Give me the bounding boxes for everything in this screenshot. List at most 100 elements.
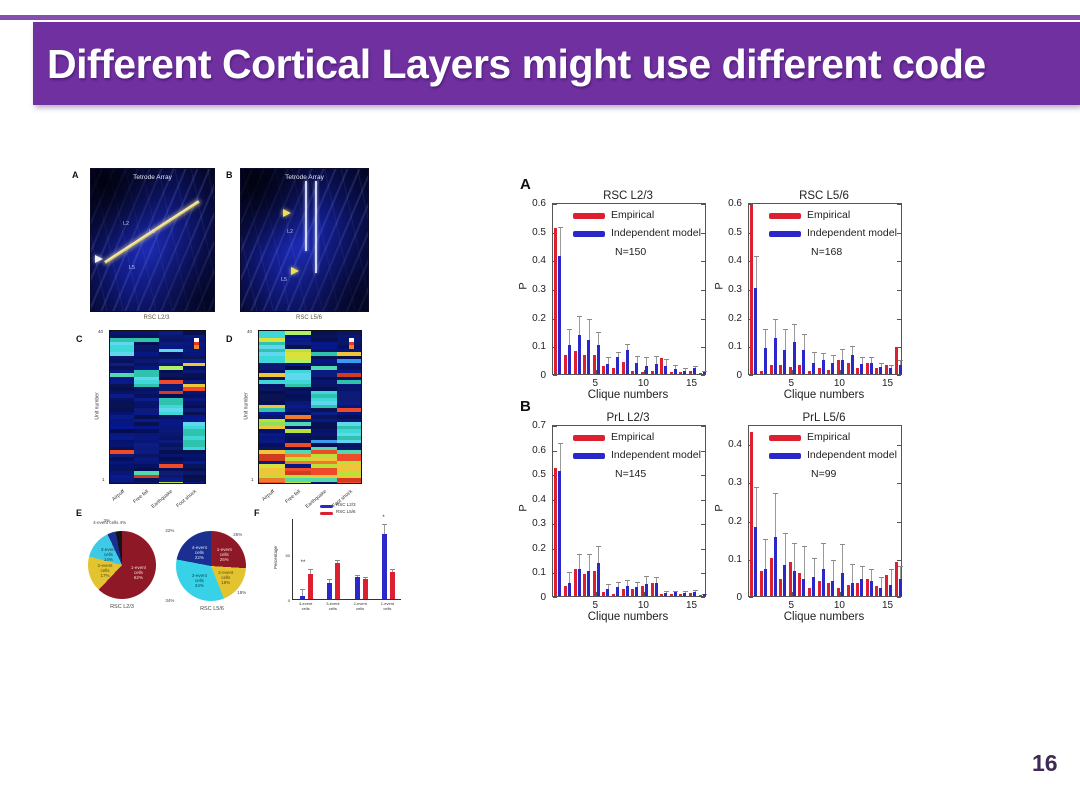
legend-label-independent: Independent model <box>807 227 897 239</box>
heatmap-cell <box>134 376 160 381</box>
independent-model-bar <box>898 578 902 596</box>
x-category-label: 1-event cells <box>380 601 395 611</box>
heatmap-cell <box>134 341 160 346</box>
heatmap-cell <box>110 443 135 447</box>
heatmap-cell <box>134 418 160 423</box>
heatmap-cell <box>182 348 205 353</box>
heatmap-cell <box>182 404 205 409</box>
independent-model-bar <box>840 573 844 596</box>
chart-rsc-l5-6: RSC L5/6 P Empirical Independent model N=1… <box>712 190 918 408</box>
heatmap-cell <box>134 446 160 451</box>
layer-label: L5 <box>281 277 288 283</box>
whisker <box>832 559 834 583</box>
y-tick-label: 0.1 <box>728 553 742 565</box>
y-tick-label: 0 <box>540 592 546 603</box>
heatmap-cell <box>110 471 135 475</box>
heatmap-cell <box>285 383 311 388</box>
heatmap-cell <box>158 387 184 391</box>
heatmap-cell <box>311 355 337 360</box>
whisker <box>588 318 590 342</box>
whisker <box>302 589 304 598</box>
heatmap-cell <box>110 390 135 395</box>
heatmap-cell <box>134 331 160 335</box>
heatmap-cell <box>259 453 285 458</box>
heatmap-cell <box>182 359 205 363</box>
heatmap-hotspot <box>193 345 199 349</box>
heatmap-cell <box>158 436 184 440</box>
heatmap-cell <box>110 429 135 433</box>
heatmap-cell <box>134 334 160 339</box>
whisker <box>823 542 825 572</box>
heatmap-cell <box>182 467 205 472</box>
empirical-bar <box>592 355 596 374</box>
heatmap-cell <box>182 383 205 388</box>
heatmap-cell <box>158 334 184 339</box>
heatmap-cell <box>259 404 285 409</box>
n-count-label: N=145 <box>615 468 647 480</box>
heatmap-cell <box>337 471 361 475</box>
independent-model-bar <box>792 571 796 596</box>
whisker-cap <box>389 568 395 570</box>
heatmap-cell <box>110 432 135 437</box>
tickmark-y <box>553 597 557 598</box>
heatmap-cell <box>110 397 135 402</box>
heatmap-cell <box>259 443 285 447</box>
heatmap-cell <box>259 397 285 402</box>
heatmap-cell <box>110 394 135 398</box>
heatmap-cell <box>110 331 135 335</box>
whisker-cap <box>850 345 856 347</box>
whisker <box>765 328 767 351</box>
heatmap-cell <box>158 362 184 367</box>
tickmark-y <box>897 445 901 447</box>
empirical-bar <box>679 594 683 596</box>
independent-model-bar <box>773 536 777 596</box>
chart-title: RSC L2/3 <box>603 190 653 202</box>
independent-model-bar <box>587 571 591 596</box>
heatmap-y-label: Unit number <box>243 392 250 420</box>
tickmark-y <box>897 290 901 291</box>
whisker-cap <box>840 348 846 350</box>
whisker <box>627 343 629 353</box>
heatmap-hotspot <box>193 338 199 342</box>
whisker-cap <box>898 565 904 567</box>
whisker-cap <box>811 557 817 559</box>
title-banner: Different Cortical Layers might use diff… <box>33 22 1080 105</box>
heatmap-cell <box>182 387 205 391</box>
tetrode-array-caption: Tetrode Array <box>133 174 172 181</box>
heatmap-cell <box>311 446 337 451</box>
whisker <box>383 523 385 536</box>
whisker <box>559 443 561 473</box>
whisker <box>617 351 619 359</box>
x-category-label: 4-event cells <box>298 601 313 611</box>
heatmap-cell <box>311 443 337 447</box>
heatmap-cell <box>337 429 361 433</box>
heatmap-cell <box>311 362 337 367</box>
tickmark-y <box>701 573 705 575</box>
heatmap-cell <box>110 338 135 342</box>
heatmap-cell <box>158 460 184 465</box>
y-tick-label: 0.3 <box>532 284 546 295</box>
whisker-cap <box>354 574 360 576</box>
heatmap-cell <box>134 425 160 430</box>
tickmark-y <box>553 375 557 376</box>
whisker-cap <box>801 334 807 336</box>
whisker-cap <box>381 523 387 525</box>
heatmap-cell <box>134 404 160 409</box>
empirical-bar <box>640 586 644 596</box>
heatmap-cell <box>285 439 311 444</box>
heatmap-cell <box>311 359 337 363</box>
legend-label-empirical: Empirical <box>611 431 655 443</box>
whisker-cap <box>663 591 669 593</box>
pie-rsc-l5-6: 1-event cells 26% 2-event cells 18% 3-even… <box>165 520 259 622</box>
pie-callout: 18% <box>237 589 247 595</box>
independent-model-bar <box>879 366 883 374</box>
heatmap-cell <box>285 401 311 405</box>
empirical-bar <box>827 582 831 596</box>
heatmap-cell <box>337 394 361 398</box>
heatmap-cell <box>259 464 285 468</box>
heatmap-cell <box>134 464 160 468</box>
legend-label-independent: Independent model <box>611 449 701 461</box>
heatmap-cell <box>134 474 160 479</box>
tickmark-y <box>749 597 753 598</box>
empirical-bar <box>865 578 869 596</box>
